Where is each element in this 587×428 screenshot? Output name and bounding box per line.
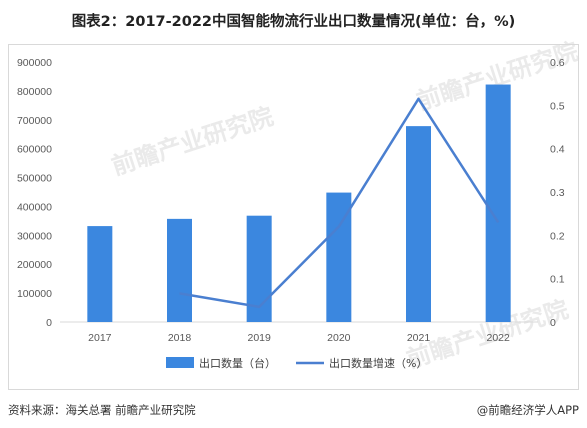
legend-line-label: 出口数量增速（%） — [329, 356, 427, 370]
footer-source: 资料来源：海关总署 前瞻产业研究院 — [8, 403, 196, 417]
left-tick-label: 300000 — [17, 230, 52, 242]
x-tick-label: 2019 — [247, 332, 271, 344]
right-tick-label: 0.6 — [550, 57, 565, 69]
left-tick-label: 400000 — [17, 201, 52, 213]
x-tick-label: 2018 — [168, 332, 192, 344]
watermark-text: 前瞻产业研究院 — [108, 102, 276, 181]
bar — [87, 226, 113, 322]
right-tick-label: 0.3 — [550, 187, 565, 199]
footer-credit: @前瞻经济学人APP — [476, 403, 579, 417]
left-tick-label: 500000 — [17, 173, 52, 185]
x-axis: 2017 2018 2019 2020 2021 2022 — [88, 332, 510, 344]
left-tick-label: 600000 — [17, 144, 52, 156]
bar — [406, 126, 431, 322]
left-tick-label: 0 — [46, 317, 52, 329]
legend: 出口数量（台） 出口数量增速（%） — [166, 356, 427, 370]
left-axis: 0 100000 200000 300000 400000 500000 600000 700… — [17, 57, 538, 329]
line-series — [179, 97, 500, 309]
x-tick-label: 2022 — [486, 332, 510, 344]
bar-series — [87, 84, 511, 323]
right-axis: 0 0.1 0.2 0.3 0.4 0.5 0.6 — [550, 57, 565, 329]
left-tick-label: 100000 — [17, 288, 52, 300]
bar — [485, 84, 511, 323]
left-tick-label: 900000 — [17, 57, 52, 69]
legend-bar-label: 出口数量（台） — [199, 356, 276, 370]
bar — [167, 218, 192, 322]
chart-frame — [8, 44, 579, 390]
right-tick-label: 0 — [550, 317, 556, 329]
left-tick-label: 800000 — [17, 86, 52, 98]
x-tick-label: 2021 — [407, 332, 431, 344]
right-tick-label: 0.2 — [550, 230, 565, 242]
x-tick-label: 2020 — [327, 332, 351, 344]
right-tick-label: 0.4 — [550, 144, 565, 156]
legend-bar-swatch — [166, 357, 194, 368]
right-tick-label: 0.1 — [550, 274, 565, 286]
left-tick-label: 200000 — [17, 259, 52, 271]
chart-title: 图表2：2017-2022中国智能物流行业出口数量情况(单位：台，%) — [71, 14, 516, 30]
x-tick-label: 2017 — [88, 332, 112, 344]
right-tick-label: 0.5 — [550, 100, 565, 112]
left-tick-label: 700000 — [17, 115, 52, 127]
